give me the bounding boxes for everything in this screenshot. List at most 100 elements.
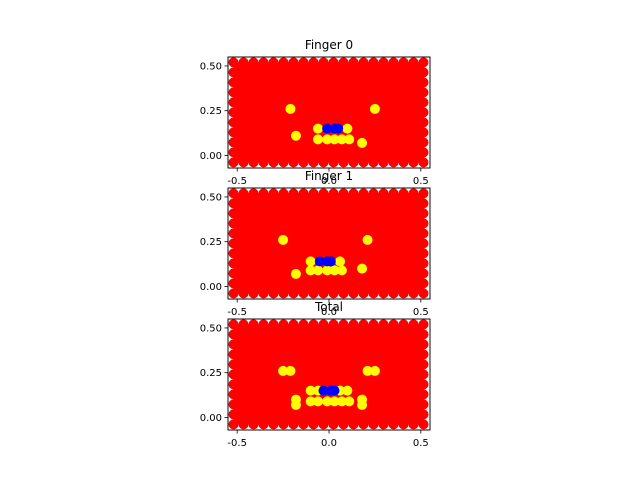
data-point	[312, 134, 323, 145]
data-point	[329, 134, 340, 145]
fill-point	[408, 157, 419, 168]
fill-point	[328, 188, 339, 199]
fill-point	[408, 208, 419, 219]
fill-point	[228, 409, 239, 420]
fill-point	[358, 188, 369, 199]
fill-point	[388, 369, 399, 380]
data-point	[357, 399, 368, 410]
fill-point	[248, 67, 259, 78]
fill-point	[288, 349, 299, 360]
fill-point	[288, 228, 299, 239]
fill-point	[338, 57, 349, 68]
x-tick-label: 0.5	[413, 438, 429, 449]
fill-point	[348, 419, 359, 430]
fill-point	[358, 218, 369, 229]
fill-point	[258, 278, 269, 289]
fill-point	[258, 147, 269, 158]
fill-point	[408, 278, 419, 289]
fill-point	[228, 218, 239, 229]
data-point	[336, 134, 347, 145]
fill-point	[328, 107, 339, 118]
fill-point	[398, 248, 409, 259]
fill-point	[248, 339, 259, 350]
fill-point	[268, 77, 279, 88]
fill-point	[348, 238, 359, 249]
scatter-marks	[228, 319, 429, 430]
fill-point	[318, 329, 329, 340]
fill-point	[238, 127, 249, 138]
x-tick-label: 0.5	[413, 176, 429, 187]
fill-point	[378, 228, 389, 239]
fill-point	[368, 419, 379, 430]
fill-point	[378, 248, 389, 259]
fill-point	[398, 87, 409, 98]
fill-point	[338, 319, 349, 330]
fill-point	[278, 87, 289, 98]
data-point	[290, 268, 301, 279]
fill-point	[248, 117, 259, 128]
fill-point	[368, 87, 379, 98]
fill-point	[388, 258, 399, 269]
fill-point	[268, 419, 279, 430]
fill-point	[298, 137, 309, 148]
fill-point	[368, 157, 379, 168]
data-point	[357, 137, 368, 148]
fill-point	[398, 258, 409, 269]
fill-point	[268, 117, 279, 128]
fill-point	[268, 188, 279, 199]
x-tick-label: 0.0	[321, 438, 337, 449]
fill-point	[408, 97, 419, 108]
x-tick-label: 0.0	[321, 307, 337, 318]
fill-point	[308, 359, 319, 370]
fill-point	[248, 278, 259, 289]
fill-point	[258, 117, 269, 128]
fill-point	[378, 107, 389, 118]
fill-point	[248, 349, 259, 360]
fill-point	[378, 117, 389, 128]
fill-point	[258, 137, 269, 148]
fill-point	[388, 409, 399, 420]
fill-point	[328, 67, 339, 78]
fill-point	[298, 278, 309, 289]
fill-point	[338, 147, 349, 158]
fill-point	[278, 379, 289, 390]
fill-point	[398, 319, 409, 330]
fill-point	[358, 278, 369, 289]
fill-point	[348, 268, 359, 279]
fill-point	[378, 278, 389, 289]
fill-point	[268, 67, 279, 78]
fill-point	[278, 157, 289, 168]
fill-point	[288, 379, 299, 390]
fill-point	[268, 369, 279, 380]
fill-point	[318, 319, 329, 330]
fill-point	[408, 188, 419, 199]
fill-point	[338, 419, 349, 430]
y-tick-label: 0.50	[200, 323, 222, 334]
fill-point	[238, 288, 249, 299]
fill-point	[248, 238, 259, 249]
fill-point	[318, 87, 329, 98]
fill-point	[278, 198, 289, 209]
fill-point	[308, 369, 319, 380]
data-point	[335, 256, 346, 267]
fill-point	[388, 339, 399, 350]
data-point	[329, 385, 340, 396]
y-tick-label: 0.25	[200, 106, 222, 117]
data-point	[329, 396, 340, 407]
fill-point	[298, 87, 309, 98]
fill-point	[388, 349, 399, 360]
data-point	[325, 256, 336, 267]
fill-point	[388, 77, 399, 88]
fill-point	[308, 278, 319, 289]
fill-point	[298, 147, 309, 158]
data-point	[312, 396, 323, 407]
fill-point	[318, 188, 329, 199]
y-tick-label: 0.00	[200, 282, 222, 293]
fill-point	[418, 359, 429, 370]
data-point	[342, 123, 353, 134]
fill-point	[338, 248, 349, 259]
fill-point	[348, 107, 359, 118]
data-point	[322, 396, 333, 407]
fill-point	[238, 87, 249, 98]
data-point	[344, 134, 355, 145]
